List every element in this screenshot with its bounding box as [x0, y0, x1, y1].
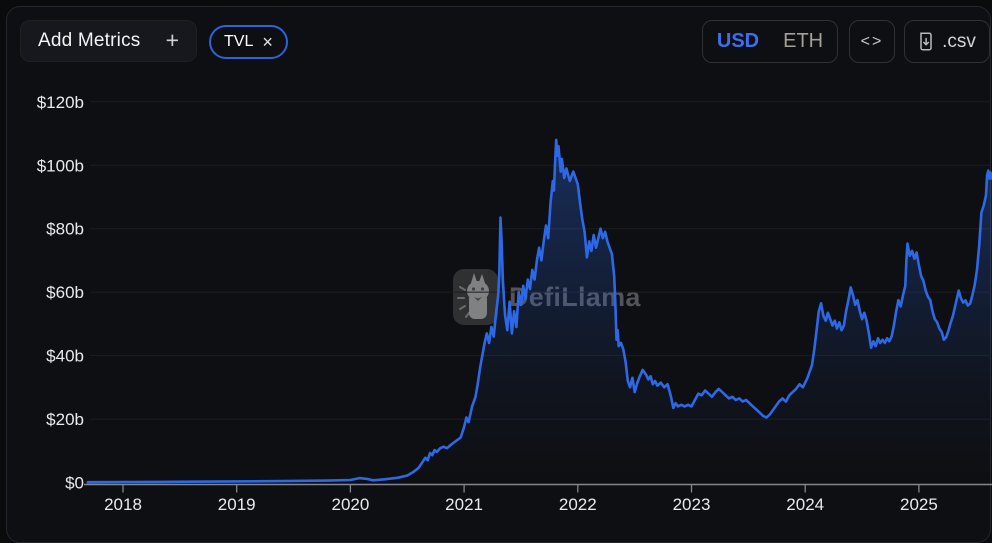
y-axis-label: $80b	[46, 220, 84, 239]
currency-toggle: USD ETH	[702, 20, 838, 63]
csv-label: .csv	[942, 30, 976, 52]
download-csv-button[interactable]: .csv	[904, 20, 990, 63]
y-axis-label: $0	[65, 474, 84, 493]
y-axis-label: $100b	[37, 156, 84, 175]
metric-chip-label: TVL	[224, 33, 254, 50]
y-axis-label: $20b	[46, 410, 84, 429]
add-metrics-label: Add Metrics	[38, 30, 141, 51]
x-axis-label: 2019	[218, 495, 256, 514]
x-axis-label: 2020	[331, 495, 369, 514]
currency-option-eth[interactable]: ETH	[783, 30, 824, 52]
y-axis-label: $40b	[46, 347, 84, 366]
add-metrics-button[interactable]: Add Metrics +	[20, 20, 197, 62]
chart-plot-area[interactable]	[90, 85, 992, 485]
file-download-icon	[920, 32, 932, 51]
x-axis-label: 2021	[445, 495, 483, 514]
close-icon[interactable]: ×	[262, 31, 273, 52]
embed-code-icon: <>	[860, 32, 884, 50]
y-axis-labels: $0 $20b $40b $60b $80b $100b $120b	[37, 93, 84, 493]
embed-button[interactable]: <>	[849, 20, 895, 63]
tvl-line	[86, 138, 992, 484]
y-axis-label: $60b	[46, 283, 84, 302]
x-axis-label: 2025	[900, 495, 938, 514]
x-axis-label: 2023	[673, 495, 711, 514]
area-fill	[87, 139, 992, 483]
x-axis: 2018 2019 2020 2021 2022 2023 2024 2025	[84, 483, 992, 514]
x-axis-label: 2018	[104, 495, 142, 514]
y-axis-label: $120b	[37, 93, 84, 112]
plus-icon: +	[165, 26, 179, 53]
x-axis-label: 2022	[559, 495, 597, 514]
tvl-chart: 2018 2019 2020 2021 2022 2023 2024 2025 $0$20b$…	[37, 85, 992, 514]
x-axis-label: 2024	[786, 495, 824, 514]
currency-option-usd[interactable]: USD	[716, 30, 760, 52]
metric-chip-tvl[interactable]: TVL ×	[209, 25, 288, 59]
